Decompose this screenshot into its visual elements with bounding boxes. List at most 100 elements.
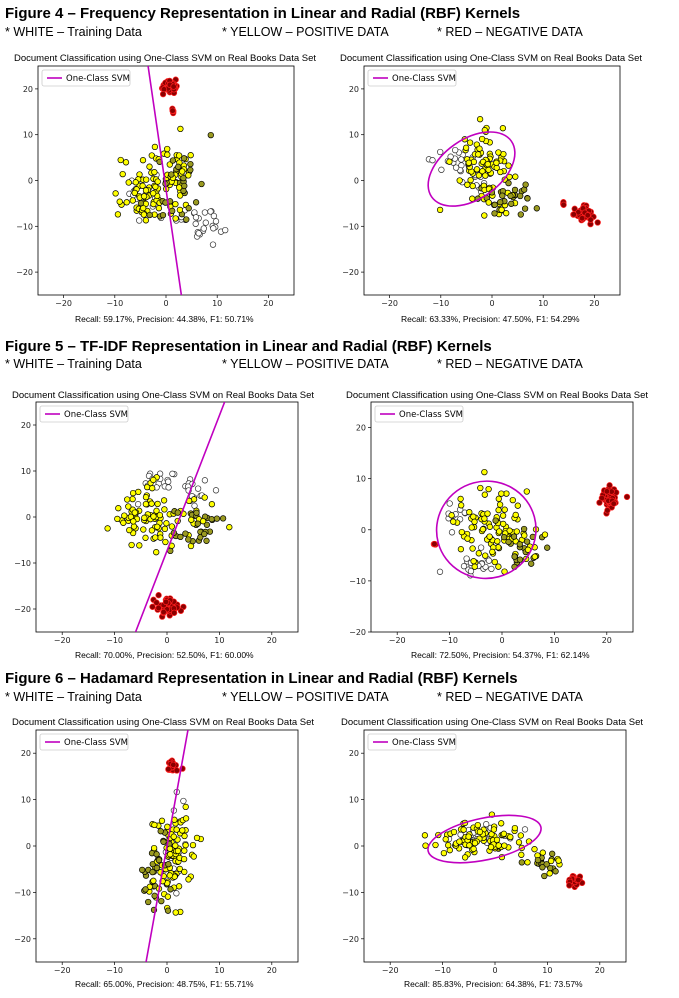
x-tick-label: 0 bbox=[164, 636, 169, 645]
positive-point bbox=[167, 886, 174, 893]
positive-point bbox=[142, 534, 149, 541]
positive-point bbox=[180, 155, 188, 162]
positive-point bbox=[478, 135, 486, 143]
positive-point bbox=[185, 205, 192, 212]
key-negative-5: * RED – NEGATIVE DATA bbox=[437, 357, 583, 371]
positive-point bbox=[124, 496, 131, 503]
y-tick-label: 10 bbox=[21, 796, 31, 805]
y-tick-label: 0 bbox=[354, 177, 359, 186]
positive-point bbox=[182, 803, 189, 811]
positive-point bbox=[442, 836, 449, 843]
positive-point bbox=[112, 190, 119, 197]
positive-point bbox=[150, 877, 157, 884]
positive-point bbox=[165, 861, 172, 868]
figure-4-title: Figure 4 – Frequency Representation in L… bbox=[5, 5, 521, 22]
positive-point bbox=[150, 190, 157, 197]
positive-point bbox=[500, 534, 508, 541]
training-point bbox=[452, 164, 460, 171]
positive-point bbox=[482, 552, 489, 559]
training-point bbox=[458, 156, 465, 163]
positive-point bbox=[162, 538, 169, 546]
positive-point bbox=[421, 832, 429, 839]
svm-decision-boundary bbox=[427, 814, 542, 864]
positive-point bbox=[511, 186, 519, 194]
positive-point bbox=[164, 823, 171, 830]
positive-point bbox=[142, 500, 150, 508]
positive-point bbox=[136, 542, 143, 549]
positive-point bbox=[180, 855, 188, 863]
x-tick-label: 0 bbox=[163, 299, 168, 308]
positive-point bbox=[126, 526, 133, 534]
positive-point bbox=[491, 201, 498, 208]
negative-point bbox=[155, 604, 162, 612]
x-tick-label: 20 bbox=[589, 299, 599, 308]
positive-point bbox=[523, 538, 531, 545]
positive-point bbox=[152, 183, 159, 190]
plot-title: Document Classification using One-Class … bbox=[14, 53, 317, 64]
positive-point bbox=[518, 851, 525, 858]
x-tick-label: 20 bbox=[263, 299, 273, 308]
key-training-5: * WHITE – Training Data bbox=[5, 357, 142, 371]
x-tick-label: −10 bbox=[434, 966, 451, 975]
positive-point bbox=[523, 488, 530, 495]
positive-point bbox=[460, 826, 467, 833]
scatter-plot-hadamard-linear: −20 −10 0 10 20 20 10 0 −10 −20 One-Class SVM bbox=[14, 729, 299, 975]
positive-point bbox=[495, 563, 502, 570]
positive-point bbox=[481, 468, 488, 476]
positive-point bbox=[466, 509, 473, 516]
training-point bbox=[134, 501, 142, 508]
positive-point bbox=[482, 172, 489, 179]
positive-point bbox=[464, 181, 471, 188]
positive-point bbox=[489, 548, 496, 556]
training-point bbox=[192, 214, 200, 221]
positive-point bbox=[150, 476, 157, 484]
positive-point bbox=[181, 847, 188, 854]
x-tick-label: 10 bbox=[538, 299, 548, 308]
positive-point bbox=[457, 546, 465, 553]
positive-point bbox=[187, 160, 194, 168]
x-tick-label: 20 bbox=[267, 966, 277, 975]
negative-point bbox=[623, 493, 631, 501]
positive-point bbox=[516, 556, 524, 563]
positive-point bbox=[549, 850, 556, 857]
positive-point bbox=[471, 563, 478, 570]
positive-point bbox=[497, 168, 504, 176]
positive-point bbox=[511, 553, 518, 560]
y-tick-label: 20 bbox=[21, 421, 31, 430]
positive-point bbox=[159, 211, 167, 219]
positive-point bbox=[155, 857, 163, 864]
positive-point bbox=[481, 491, 488, 498]
positive-point bbox=[153, 507, 160, 514]
positive-point bbox=[495, 842, 502, 849]
x-tick-label: −20 bbox=[54, 636, 71, 645]
positive-point bbox=[198, 180, 205, 188]
positive-point bbox=[471, 518, 478, 525]
x-tick-label: −10 bbox=[441, 636, 458, 645]
legend: One-Class SVM bbox=[41, 69, 131, 87]
positive-point bbox=[475, 550, 482, 557]
positive-point bbox=[199, 518, 207, 525]
positive-point bbox=[508, 200, 515, 207]
positive-point bbox=[177, 125, 184, 133]
positive-point bbox=[151, 821, 158, 829]
positive-point bbox=[466, 139, 474, 146]
positive-point bbox=[139, 157, 147, 164]
positive-point bbox=[497, 199, 504, 206]
negative-point bbox=[610, 500, 617, 507]
scatter-plot-hadamard-rbf: −20 −10 0 10 20 20 10 0 −10 −20 One-Class SVM bbox=[342, 729, 627, 975]
y-tick-label: 0 bbox=[26, 513, 31, 522]
y-tick-label: 0 bbox=[28, 177, 33, 186]
positive-point bbox=[164, 151, 171, 158]
y-tick-label: −10 bbox=[349, 577, 366, 586]
positive-point bbox=[501, 506, 508, 513]
positive-point bbox=[192, 199, 200, 206]
metrics-caption: Recall: 70.00%, Precision: 52.50%, F1: 6… bbox=[75, 650, 254, 660]
negative-point bbox=[566, 882, 573, 889]
training-point bbox=[194, 485, 202, 492]
positive-point bbox=[166, 845, 174, 852]
positive-point bbox=[164, 907, 172, 914]
positive-point bbox=[117, 156, 124, 164]
positive-point bbox=[448, 512, 455, 519]
positive-point bbox=[168, 523, 176, 530]
positive-point bbox=[552, 868, 559, 875]
